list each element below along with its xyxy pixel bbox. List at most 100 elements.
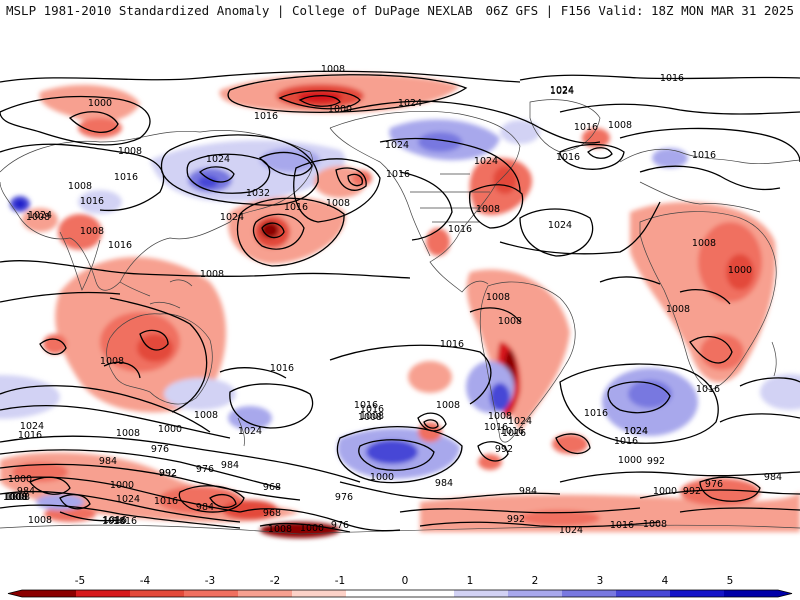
isobar-label-984: 984: [99, 456, 117, 467]
chart-title: MSLP 1981-2010 Standardized Anomaly | Co…: [6, 3, 473, 18]
isobar-label-992: 992: [507, 514, 525, 525]
colorbar-swatch: [238, 590, 293, 597]
isobar-label-1008: 1008: [476, 204, 500, 215]
isobar-label-976: 976: [151, 444, 169, 455]
isobar-label-976: 976: [331, 520, 349, 531]
isobar-label-1016: 1016: [614, 436, 638, 447]
isobar-label-1016: 1016: [103, 515, 127, 526]
isobar-label-1000: 1000: [158, 424, 182, 435]
colorbar-tick: -5: [75, 575, 85, 587]
isobar-label-976: 976: [705, 479, 723, 490]
isobar-label-1024: 1024: [559, 525, 583, 536]
colorbar-swatch: [400, 590, 455, 597]
isobar-labels: 1008101610001000102410241016100810161008…: [3, 64, 782, 536]
colorbar-outline: [7, 589, 793, 598]
isobar-label-1016: 1016: [102, 516, 126, 527]
isobar-label-984: 984: [17, 486, 35, 497]
model-valid-time: 06Z GFS | F156 Valid: 18Z MON MAR 31 202…: [485, 3, 794, 18]
isobar-label-1024: 1024: [624, 426, 648, 437]
isobar-label-1008: 1008: [100, 356, 124, 367]
isobar-label-1008: 1008: [643, 519, 667, 530]
isobar-label-984: 984: [764, 472, 782, 483]
isobar-label-1008: 1008: [68, 181, 92, 192]
isobar-label-1024: 1024: [548, 220, 572, 231]
isobar-label-1008: 1008: [486, 292, 510, 303]
isobar-label-1016: 1016: [113, 516, 137, 527]
colorbar-tick: 5: [727, 575, 734, 587]
isobar-label-1024: 1024: [474, 156, 498, 167]
colorbar-swatch: [130, 590, 185, 597]
colorbar-tick: 4: [662, 575, 669, 587]
isobar-label-992: 992: [159, 468, 177, 479]
isobar-label-968: 968: [263, 508, 281, 519]
isobar-label-1016: 1016: [440, 339, 464, 350]
isobar-label-984: 984: [519, 486, 537, 497]
isobar-label-1016: 1016: [556, 152, 580, 163]
isobar-label-1016: 1016: [18, 430, 42, 441]
isobar-label-1016: 1016: [660, 73, 684, 84]
isobar-label-1000: 1000: [370, 472, 394, 483]
isobar-label-1000: 1000: [328, 104, 352, 115]
colorbar-swatch: [76, 590, 131, 597]
isobar-label-1016: 1016: [500, 426, 524, 437]
isobar-label-1016: 1016: [80, 196, 104, 207]
isobar-label-1008: 1008: [666, 304, 690, 315]
isobar-label-1008: 1008: [692, 238, 716, 249]
colorbar-swatch: [454, 590, 509, 597]
isobar-label-1024: 1024: [206, 154, 230, 165]
isobar-label-1000: 1000: [8, 474, 32, 485]
isobar-label-1016: 1016: [386, 169, 410, 180]
isobar-label-1016: 1016: [360, 404, 384, 415]
colorbar-swatches: [7, 589, 793, 598]
isobar-label-968: 968: [263, 482, 281, 493]
isobar-label-1016: 1016: [154, 496, 178, 507]
isobar-label-1016: 1016: [284, 202, 308, 213]
colorbar-min-arrow: [8, 590, 22, 597]
isobar-label-1016: 1016: [448, 224, 472, 235]
colorbar-tick: 3: [597, 575, 604, 587]
colorbar-swatch: [22, 590, 77, 597]
isobar-label-1016: 1016: [584, 408, 608, 419]
colorbar-swatch: [562, 590, 617, 597]
isobar-label-1008: 1008: [3, 492, 27, 503]
colorbar-swatch: [724, 590, 779, 597]
isobar-label-1016: 1016: [254, 111, 278, 122]
isobar-label-1016: 1016: [108, 240, 132, 251]
coastlines: [0, 99, 800, 535]
anomaly-map: 1008101610001000102410241016100810161008…: [0, 42, 800, 556]
isobar-label-1016: 1016: [692, 150, 716, 161]
colorbar-swatch: [508, 590, 563, 597]
isobar-label-1000: 1000: [88, 98, 112, 109]
isobar-label-992: 992: [495, 444, 513, 455]
colorbar-max-arrow: [778, 590, 792, 597]
isobar-label-1024: 1024: [508, 416, 532, 427]
isobar-label-1016: 1016: [354, 400, 378, 411]
isobar-label-1008: 1008: [118, 146, 142, 157]
isobar-label-1032: 1032: [246, 188, 270, 199]
isobar-label-1008: 1008: [436, 400, 460, 411]
isobar-label-1016: 1016: [610, 520, 634, 531]
isobar-label-1000: 1000: [618, 455, 642, 466]
isobar-label-1000: 1000: [728, 265, 752, 276]
isobar-label-1008: 1008: [358, 412, 382, 423]
isobar-label-1016: 1016: [574, 122, 598, 133]
isobar-label-1008: 1008: [498, 316, 522, 327]
isobar-label-1008: 1008: [26, 212, 50, 223]
colorbar-tick-labels: -5 -4 -3 -2 -1 0 1 2 3 4 5: [75, 575, 734, 587]
isobar-label-1024: 1024: [624, 426, 648, 437]
isobars: [0, 70, 800, 533]
isobar-label-1016: 1016: [502, 428, 526, 439]
isobar-label-984: 984: [196, 502, 214, 513]
isobar-label-992: 992: [647, 456, 665, 467]
map-panel: 1008101610001000102410241016100810161008…: [0, 42, 800, 556]
colorbar-tick: 0: [402, 575, 409, 587]
isobar-label-1000: 1000: [653, 486, 677, 497]
isobar-label-1008: 1008: [194, 410, 218, 421]
isobar-label-1024: 1024: [398, 98, 422, 109]
isobar-label-992: 992: [683, 486, 701, 497]
colorbar-swatch: [670, 590, 725, 597]
isobar-label-1008: 1008: [28, 515, 52, 526]
colorbar-swatch: [346, 590, 401, 597]
colorbar-tick: 1: [467, 575, 474, 587]
isobar-label-1008: 1008: [116, 428, 140, 439]
